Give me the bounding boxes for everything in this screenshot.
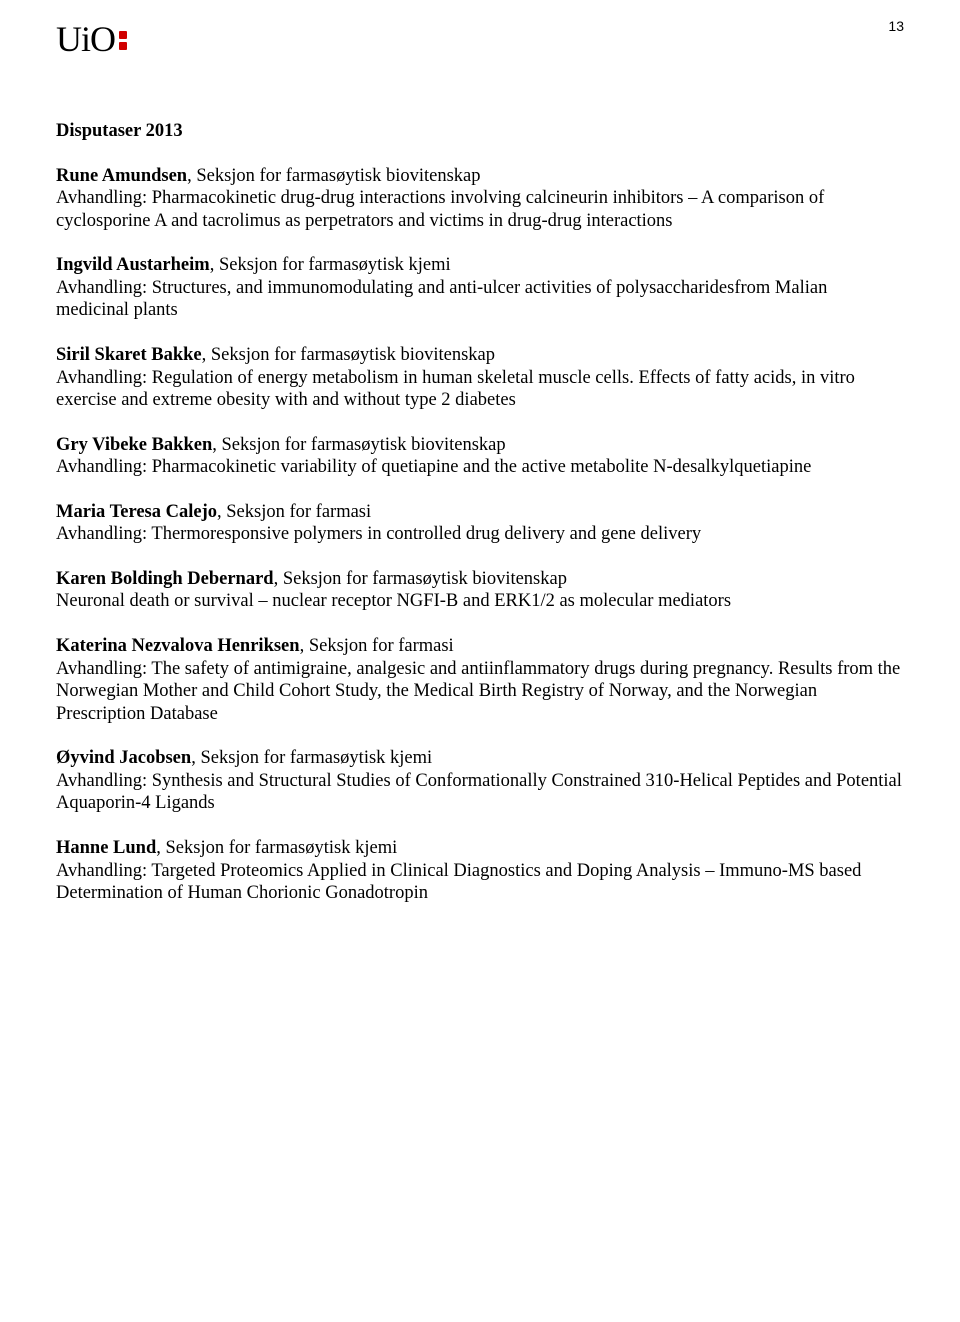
author-name: Ingvild Austarheim [56, 255, 210, 275]
entry-body: Avhandling: Thermoresponsive polymers in… [56, 524, 701, 544]
author-name: Hanne Lund [56, 838, 156, 858]
logo-text: UiO [56, 18, 115, 60]
page-number: 13 [888, 18, 904, 34]
author-affiliation: , Seksjon for farmasøytisk biovitenskap [212, 435, 505, 455]
entry-body: Neuronal death or survival – nuclear rec… [56, 591, 731, 611]
author-affiliation: , Seksjon for farmasi [217, 502, 371, 522]
entry-body: Avhandling: The safety of antimigraine, … [56, 659, 900, 724]
page-header: UiO 13 [56, 18, 904, 60]
section-title: Disputaser 2013 [56, 120, 904, 143]
author-affiliation: , Seksjon for farmasøytisk kjemi [191, 748, 432, 768]
author-name: Katerina Nezvalova Henriksen [56, 636, 300, 656]
entry-body: Avhandling: Synthesis and Structural Stu… [56, 771, 902, 814]
dissertation-entry: Siril Skaret Bakke, Seksjon for farmasøy… [56, 344, 904, 412]
dissertation-entry: Maria Teresa Calejo, Seksjon for farmasi… [56, 501, 904, 546]
author-name: Karen Boldingh Debernard [56, 569, 274, 589]
author-affiliation: , Seksjon for farmasøytisk kjemi [210, 255, 451, 275]
author-affiliation: , Seksjon for farmasi [300, 636, 454, 656]
dissertation-entry: Karen Boldingh Debernard, Seksjon for fa… [56, 568, 904, 613]
dissertation-entry: Rune Amundsen, Seksjon for farmasøytisk … [56, 165, 904, 233]
entry-body: Avhandling: Structures, and immunomodula… [56, 278, 827, 321]
author-affiliation: , Seksjon for farmasøytisk biovitenskap [202, 345, 495, 365]
dissertation-entry: Katerina Nezvalova Henriksen, Seksjon fo… [56, 635, 904, 725]
dissertation-entry: Hanne Lund, Seksjon for farmasøytisk kje… [56, 837, 904, 905]
entry-body: Avhandling: Pharmacokinetic variability … [56, 457, 811, 477]
author-affiliation: , Seksjon for farmasøytisk biovitenskap [274, 569, 567, 589]
author-affiliation: , Seksjon for farmasøytisk biovitenskap [187, 166, 480, 186]
entry-body: Avhandling: Pharmacokinetic drug-drug in… [56, 188, 824, 231]
author-name: Siril Skaret Bakke [56, 345, 202, 365]
author-name: Rune Amundsen [56, 166, 187, 186]
dissertation-entry: Øyvind Jacobsen, Seksjon for farmasøytis… [56, 747, 904, 815]
entry-body: Avhandling: Targeted Proteomics Applied … [56, 861, 861, 904]
logo-dots-icon [119, 31, 127, 50]
author-name: Gry Vibeke Bakken [56, 435, 212, 455]
uio-logo: UiO [56, 18, 127, 60]
entry-body: Avhandling: Regulation of energy metabol… [56, 368, 855, 411]
dissertation-entry: Gry Vibeke Bakken, Seksjon for farmasøyt… [56, 434, 904, 479]
dissertation-entry: Ingvild Austarheim, Seksjon for farmasøy… [56, 254, 904, 322]
author-name: Maria Teresa Calejo [56, 502, 217, 522]
author-affiliation: , Seksjon for farmasøytisk kjemi [156, 838, 397, 858]
author-name: Øyvind Jacobsen [56, 748, 191, 768]
document-content: Disputaser 2013 Rune Amundsen, Seksjon f… [56, 120, 904, 905]
